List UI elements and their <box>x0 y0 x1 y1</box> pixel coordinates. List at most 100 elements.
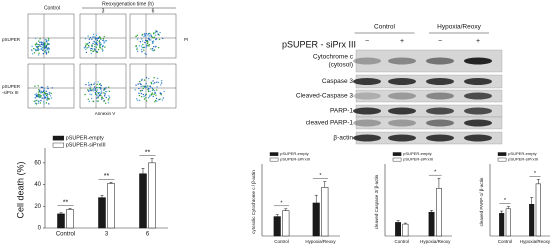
flow-event <box>37 94 39 96</box>
flow-event <box>162 97 165 99</box>
flow-event <box>104 93 106 95</box>
flow-event <box>152 95 154 98</box>
bar <box>139 173 147 229</box>
flow-event <box>90 47 93 50</box>
flow-event <box>92 88 95 90</box>
flow-event <box>47 37 50 40</box>
flow-event <box>101 45 104 48</box>
flow-event <box>92 35 94 38</box>
flow-event <box>34 100 37 102</box>
flow-event <box>154 91 156 94</box>
flow-event <box>98 37 100 39</box>
flow-event <box>141 89 143 92</box>
flow-event <box>41 91 44 94</box>
flow-time-title: Reoxygenation time (h) <box>102 1 154 7</box>
blot-band <box>426 57 454 65</box>
y-axis-label: cleaved Caspase 3/ β-actin <box>374 174 379 229</box>
flow-event <box>50 92 52 95</box>
blot-band <box>388 119 416 127</box>
flow-event <box>105 96 107 99</box>
bar <box>499 213 505 237</box>
flow-event <box>96 39 99 41</box>
flow-event <box>141 51 143 53</box>
flow-event <box>89 36 92 39</box>
bar <box>98 197 106 229</box>
flow-event <box>84 37 87 40</box>
flow-event <box>103 87 106 90</box>
blot-band <box>353 92 381 100</box>
flow-event <box>143 85 145 87</box>
y-tick-label: 0 <box>38 226 42 232</box>
flow-event <box>152 37 155 39</box>
flow-event <box>83 47 86 49</box>
flow-event <box>94 93 97 95</box>
flow-event <box>98 86 101 89</box>
flow-event <box>42 44 44 47</box>
flow-event <box>146 45 148 47</box>
flow-event <box>161 37 164 40</box>
flow-event <box>39 38 41 40</box>
flow-event <box>159 92 162 95</box>
flow-event <box>86 89 89 91</box>
flow-event <box>44 96 47 99</box>
flow-event <box>43 46 45 48</box>
flow-event <box>93 83 95 86</box>
significance-mark: * <box>434 170 437 176</box>
flow-event <box>105 91 107 93</box>
flow-event <box>39 89 41 92</box>
flow-event <box>144 41 146 44</box>
blot-row-label: cleaved PARP-1 <box>306 120 354 127</box>
flow-event <box>154 82 156 84</box>
bar <box>428 211 435 237</box>
flow-event <box>84 93 86 96</box>
legend-swatch <box>269 152 279 156</box>
flow-event <box>98 91 101 94</box>
blot-band <box>426 119 454 127</box>
flow-event <box>38 52 40 54</box>
flow-event <box>45 90 47 92</box>
flow-row-label: pSUPER <box>2 37 21 42</box>
flow-event <box>43 95 46 98</box>
flow-event <box>148 87 150 90</box>
flow-event <box>147 90 150 93</box>
flow-event <box>152 89 154 91</box>
blot-lane: + <box>400 38 404 45</box>
flow-event <box>160 82 163 84</box>
flow-event <box>157 33 159 35</box>
blot-row-label: PARP-1 <box>330 108 353 115</box>
flow-event <box>151 87 154 90</box>
flow-event <box>90 93 93 96</box>
flow-event <box>99 38 102 40</box>
legend-swatch <box>269 157 279 162</box>
flow-event <box>101 96 103 98</box>
significance-mark: ** <box>104 173 110 180</box>
flow-event <box>107 101 110 104</box>
flow-time-label: 6 <box>152 8 155 14</box>
flow-event <box>145 100 148 102</box>
flow-event <box>46 95 49 98</box>
blot-construct: pSUPER - siPrx III <box>282 39 356 49</box>
blot-band <box>464 92 492 100</box>
blot-band <box>464 107 492 115</box>
flow-event <box>87 35 89 37</box>
flow-event <box>100 92 103 94</box>
flow-event <box>38 91 40 93</box>
flow-event <box>84 46 87 48</box>
flow-event <box>44 43 46 46</box>
flow-event <box>100 43 103 46</box>
bar <box>312 202 320 237</box>
flow-event <box>34 85 36 87</box>
flow-event <box>47 87 49 90</box>
bar <box>529 204 535 237</box>
flow-event <box>146 40 148 43</box>
flow-event <box>99 47 102 49</box>
flow-event <box>136 38 139 40</box>
flow-event <box>34 37 37 40</box>
flow-event <box>42 101 45 103</box>
blot-row-label: (cytosol) <box>328 62 353 69</box>
flow-event <box>153 36 156 38</box>
flow-event <box>39 102 42 104</box>
flow-event <box>48 97 50 100</box>
flow-event <box>139 80 141 83</box>
flow-event <box>143 95 145 98</box>
